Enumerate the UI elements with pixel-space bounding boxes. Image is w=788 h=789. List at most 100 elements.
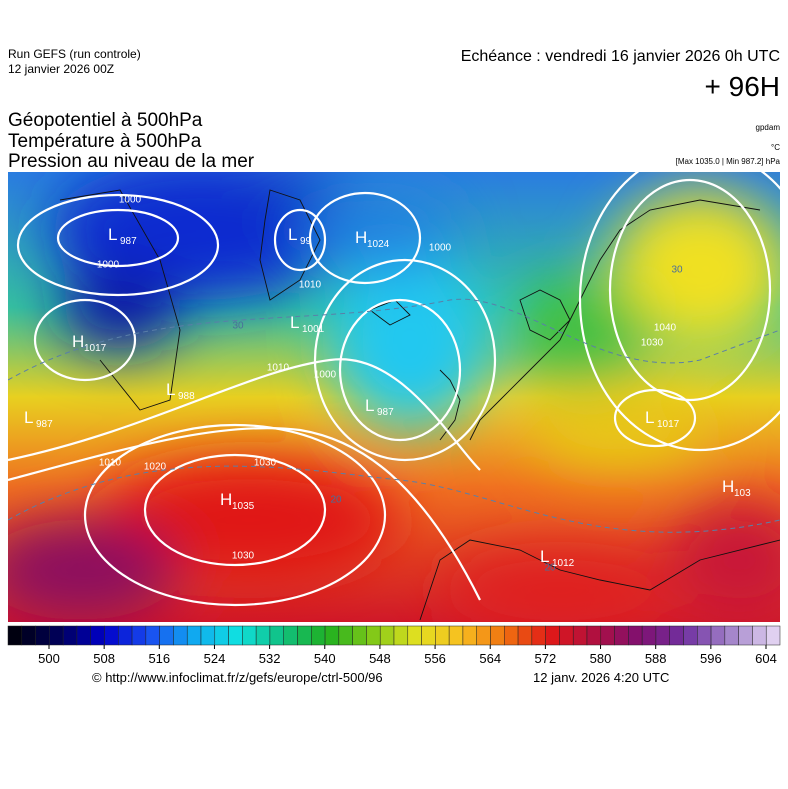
center-value: 987	[120, 236, 137, 247]
center-value: 1012	[552, 558, 575, 569]
center-value: 99	[300, 236, 312, 247]
center-value: 103	[734, 488, 751, 499]
colorbar-swatch	[352, 625, 367, 646]
colorbar-tick-label: 564	[479, 651, 501, 666]
colorbar-swatch	[186, 625, 202, 646]
lead-time: + 96H	[705, 71, 781, 102]
center-letter: L	[365, 396, 374, 415]
colorbar-swatch	[338, 625, 353, 646]
colorbar-swatch	[76, 625, 91, 646]
colorbar-tick-label: 500	[38, 651, 60, 666]
colorbar-swatch	[586, 625, 602, 646]
colorbar-swatch	[62, 625, 78, 646]
colorbar-swatch	[752, 625, 767, 646]
issue-time: 12 janv. 2026 4:20 UTC	[533, 670, 669, 685]
colorbar-swatch	[214, 625, 229, 646]
colorbar-swatch	[490, 625, 505, 646]
colorbar-tick-label: 580	[590, 651, 612, 666]
colorbar-swatch	[600, 625, 615, 646]
colorbar-swatch	[504, 625, 519, 646]
colorbar-swatch	[517, 625, 533, 646]
center-letter: H	[722, 477, 734, 496]
run-date: 12 janvier 2026 00Z	[8, 62, 114, 76]
colorbar-swatch	[669, 625, 684, 646]
center-value: 1035	[232, 501, 255, 512]
isobar-label: 1040	[654, 323, 677, 334]
colorbar-swatch	[572, 625, 588, 646]
colorbar-swatch	[90, 625, 105, 646]
colorbar-tick-label: 596	[700, 651, 722, 666]
colorbar-swatch	[118, 625, 133, 646]
temperature-label: 30	[232, 321, 244, 332]
field-title: Température à 500hPa	[8, 131, 202, 152]
center-value: 1001	[302, 324, 325, 335]
center-letter: L	[290, 313, 299, 332]
unit-label: °C	[771, 143, 780, 152]
colorbar-swatch	[104, 625, 119, 646]
colorbar-tick-label: 508	[93, 651, 115, 666]
isobar-label: 1000	[119, 195, 142, 206]
colorbar-swatch	[35, 625, 50, 646]
isobar-label: 1030	[254, 458, 277, 469]
center-value: 987	[36, 419, 53, 430]
colorbar-tick-label: 524	[204, 651, 226, 666]
colorbar-swatch	[545, 625, 560, 646]
colorbar-swatch	[7, 625, 23, 646]
colorbar: 500 508 516 524 532 540 548 556 564 572 580 588 596 6…	[7, 625, 781, 666]
source-url: © http://www.infoclimat.fr/z/gefs/europe…	[92, 670, 383, 685]
colorbar-tick-label: 572	[535, 651, 557, 666]
field-title: Pression au niveau de la mer	[8, 151, 255, 172]
temperature-label: 20	[544, 563, 556, 574]
field-title: Géopotentiel à 500hPa	[8, 110, 203, 131]
colorbar-swatch	[655, 625, 670, 646]
center-value: 987	[377, 407, 394, 418]
isobar-label: 1030	[641, 338, 664, 349]
colorbar-swatch	[242, 625, 257, 646]
colorbar-tick-label: 548	[369, 651, 391, 666]
center-value: 1017	[84, 343, 107, 354]
colorbar-swatch	[559, 625, 574, 646]
colorbar-swatch	[683, 625, 698, 646]
colorbar-swatch	[131, 625, 147, 646]
colorbar-swatch	[311, 625, 326, 646]
colorbar-swatch	[255, 625, 271, 646]
colorbar-swatch	[159, 625, 174, 646]
colorbar-swatch	[366, 625, 381, 646]
colorbar-tick-label: 540	[314, 651, 336, 666]
isobar-label: 1010	[299, 280, 322, 291]
colorbar-swatch	[21, 625, 36, 646]
colorbar-swatch	[531, 625, 546, 646]
colorbar-swatch	[435, 625, 450, 646]
colorbar-swatch	[628, 625, 643, 646]
colorbar-swatch	[421, 625, 436, 646]
colorbar-swatch	[724, 625, 739, 646]
center-letter: L	[24, 408, 33, 427]
center-letter: L	[166, 380, 175, 399]
colorbar-swatch	[614, 625, 629, 646]
colorbar-tick-label: 556	[424, 651, 446, 666]
run-label: Run GEFS (run controle)	[8, 47, 141, 61]
isobar-label: 1000	[97, 260, 120, 271]
center-letter: H	[355, 228, 367, 247]
colorbar-swatch	[200, 625, 216, 646]
colorbar-tick-label: 588	[645, 651, 667, 666]
isobar-label: 1010	[99, 458, 122, 469]
temperature-label: 30	[671, 265, 683, 276]
colorbar-swatch	[49, 625, 64, 646]
center-letter: H	[220, 490, 232, 509]
colorbar-swatch	[324, 625, 340, 646]
center-letter: L	[288, 225, 297, 244]
center-value: 988	[178, 391, 195, 402]
colorbar-tick-label: 604	[755, 651, 777, 666]
map: 1000 1000 1010 1000 1000 1010 1010 1020 …	[8, 172, 780, 622]
unit-label: [Max 1035.0 | Min 987.2] hPa	[676, 157, 781, 166]
isobar-label: 1030	[232, 551, 255, 562]
colorbar-swatch	[393, 625, 409, 646]
colorbar-tick-label: 516	[148, 651, 170, 666]
center-value: 1024	[367, 239, 390, 250]
unit-label: gpdam	[756, 123, 781, 132]
isobar-label: 1000	[429, 243, 452, 254]
isobar-label: 1020	[144, 462, 167, 473]
